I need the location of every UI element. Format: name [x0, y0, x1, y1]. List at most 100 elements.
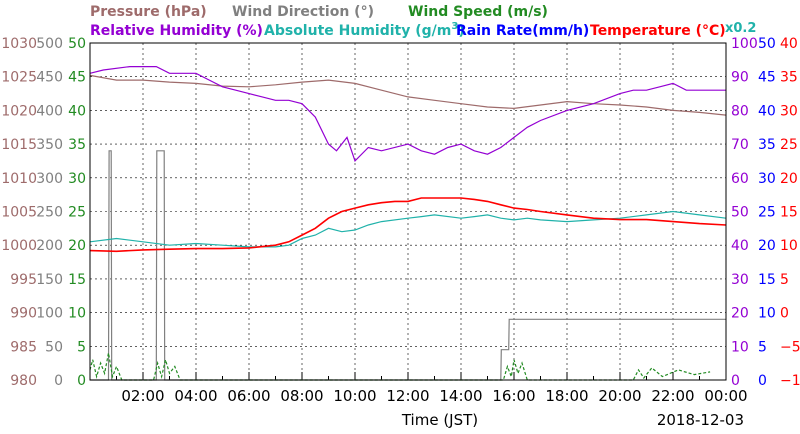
series-absolute-humidity-g-m — [89, 210, 727, 248]
legend-absolute-humidity-sup: 3 — [451, 21, 458, 32]
relative-humidity-tick-label: 10 — [731, 339, 749, 355]
wind-direction-tick-label: 350 — [36, 137, 63, 153]
temperature-tick-label: −5 — [780, 339, 800, 355]
wind-speed-tick-label: 45 — [68, 70, 86, 86]
rain-rate-tick-label: 30 — [758, 171, 776, 187]
wind-direction-tick-label: 450 — [36, 70, 63, 86]
wind-direction-tick-label: 400 — [36, 103, 63, 119]
x-axis-label: Time (JST) — [401, 411, 478, 429]
relative-humidity-tick-label: 30 — [731, 272, 749, 288]
legend-scale-note: x0.2 — [725, 21, 756, 36]
wind-direction-tick-label: 50 — [45, 339, 63, 355]
pressure-tick-label: 1020 — [1, 103, 37, 119]
wind-direction-tick-label: 100 — [36, 306, 63, 322]
relative-humidity-tick-label: 90 — [731, 70, 749, 86]
temperature-tick-label: 0 — [780, 306, 789, 322]
temperature-tick-label: 15 — [780, 205, 798, 221]
rain-rate-tick-label: 0 — [758, 373, 767, 389]
rain-rate-tick-label: 15 — [758, 272, 776, 288]
x-tick-label: 08:00 — [280, 387, 323, 405]
temperature-tick-label: 25 — [780, 137, 798, 153]
wind-direction-tick-label: 250 — [36, 205, 63, 221]
wind-speed-tick-label: 0 — [77, 373, 86, 389]
pressure-tick-label: 985 — [10, 339, 37, 355]
series-pressure-hpa — [89, 74, 727, 116]
pressure-tick-label: 1030 — [1, 36, 37, 52]
x-tick-label: 16:00 — [492, 387, 535, 405]
temperature-tick-label: 20 — [780, 171, 798, 187]
series-wind-speed-m-s — [89, 352, 711, 381]
x-tick-label: 02:00 — [121, 387, 164, 405]
x-tick-label: 00:00 — [704, 387, 747, 405]
x-tick-label: 22:00 — [651, 387, 694, 405]
temperature-tick-label: 5 — [780, 272, 789, 288]
series-relative-humidity — [89, 65, 726, 163]
series-temperature-c — [89, 197, 727, 253]
rain-rate-tick-label: 40 — [758, 103, 776, 119]
legend-rain-rate: Rain Rate(mm/h) — [456, 23, 589, 39]
rain-rate-tick-label: 50 — [758, 36, 776, 52]
plot-frame — [89, 42, 727, 381]
x-tick-label: 04:00 — [174, 387, 217, 405]
rain-rate-tick-label: 35 — [758, 137, 776, 153]
axis-tick-labels: 02:00 04:00 06:00 08:00 10:00 12:00 14:00 16:00… — [1, 36, 800, 405]
x-tick-label: 18:00 — [545, 387, 588, 405]
legend-temperature: Temperature (°C) — [590, 23, 726, 39]
temperature-tick-label: −10 — [780, 373, 800, 389]
pressure-tick-label: 990 — [10, 306, 37, 322]
rain-rate-tick-label: 20 — [758, 238, 776, 254]
wind-speed-tick-label: 35 — [68, 137, 86, 153]
relative-humidity-tick-label: 50 — [731, 205, 749, 221]
relative-humidity-tick-label: 40 — [731, 238, 749, 254]
wind-direction-tick-label: 300 — [36, 171, 63, 187]
wind-direction-tick-label: 150 — [36, 272, 63, 288]
pressure-tick-label: 980 — [10, 373, 37, 389]
wind-speed-tick-label: 5 — [77, 339, 86, 355]
legend-relative-humidity: Relative Humidity (%) — [90, 23, 263, 39]
rain-rate-tick-label: 45 — [758, 70, 776, 86]
x-tick-label: 06:00 — [227, 387, 270, 405]
relative-humidity-tick-label: 20 — [731, 306, 749, 322]
temperature-tick-label: 10 — [780, 238, 798, 254]
pressure-tick-label: 1010 — [1, 171, 37, 187]
x-tick-label: 20:00 — [598, 387, 641, 405]
wind-direction-tick-label: 200 — [36, 238, 63, 254]
wind-direction-tick-label: 0 — [54, 373, 63, 389]
pressure-tick-label: 995 — [10, 272, 37, 288]
legend-absolute-humidity-suffix: ) — [458, 23, 464, 39]
relative-humidity-tick-label: 100 — [731, 36, 758, 52]
pressure-tick-label: 1015 — [1, 137, 37, 153]
x-tick-label: 12:00 — [386, 387, 429, 405]
wind-direction-tick-label: 500 — [36, 36, 63, 52]
grid-lines — [90, 43, 726, 380]
pressure-tick-label: 1025 — [1, 70, 37, 86]
legend-pressure: Pressure (hPa) — [90, 4, 207, 20]
pressure-tick-label: 1000 — [1, 238, 37, 254]
legend-wind-direction: Wind Direction (°) — [232, 4, 374, 20]
legend-wind-speed: Wind Speed (m/s) — [408, 4, 548, 20]
legend-absolute-humidity-prefix: Absolute Humidity (g/m — [264, 23, 451, 39]
rain-rate-tick-label: 5 — [758, 339, 767, 355]
rain-rate-tick-label: 10 — [758, 306, 776, 322]
wind-speed-tick-label: 10 — [68, 306, 86, 322]
wind-speed-tick-label: 30 — [68, 171, 86, 187]
temperature-tick-label: 30 — [780, 103, 798, 119]
series-wind-direction — [90, 150, 726, 381]
date-label: 2018-12-03 — [657, 411, 744, 429]
relative-humidity-tick-label: 0 — [731, 373, 740, 389]
temperature-tick-label: 40 — [780, 36, 798, 52]
wind-speed-tick-label: 20 — [68, 238, 86, 254]
temperature-tick-label: 35 — [780, 70, 798, 86]
pressure-tick-label: 1005 — [1, 205, 37, 221]
legend-absolute-humidity: Absolute Humidity (g/m3) — [264, 21, 465, 39]
wind-speed-tick-label: 25 — [68, 205, 86, 221]
relative-humidity-tick-label: 70 — [731, 137, 749, 153]
wind-speed-tick-label: 50 — [68, 36, 86, 52]
relative-humidity-tick-label: 80 — [731, 103, 749, 119]
relative-humidity-tick-label: 60 — [731, 171, 749, 187]
x-tick-label: 14:00 — [439, 387, 482, 405]
wind-speed-tick-label: 15 — [68, 272, 86, 288]
wind-speed-tick-label: 40 — [68, 103, 86, 119]
rain-rate-tick-label: 25 — [758, 205, 776, 221]
